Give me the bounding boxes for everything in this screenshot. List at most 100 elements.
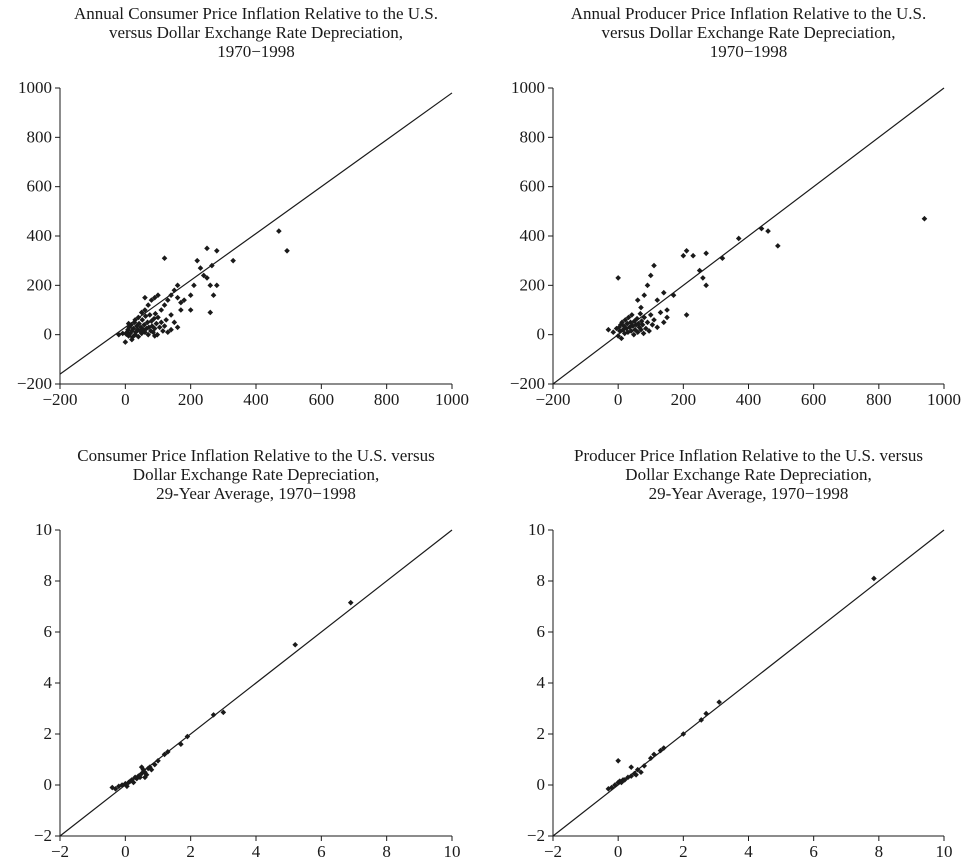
data-point: [174, 324, 181, 331]
x-tick-label: −200: [42, 390, 77, 409]
data-point: [151, 333, 158, 339]
data-point: [618, 335, 625, 342]
data-point: [660, 745, 667, 751]
data-point: [142, 769, 148, 776]
data-point: [629, 312, 635, 318]
data-point: [703, 250, 709, 257]
data-point: [138, 309, 145, 316]
data-point: [131, 319, 138, 326]
data-point: [136, 320, 142, 327]
data-point: [628, 773, 634, 779]
data-point: [641, 314, 648, 321]
data-point: [634, 766, 641, 773]
y-tick-label: 10: [35, 520, 52, 539]
data-point: [719, 255, 726, 261]
data-point: [698, 717, 705, 723]
data-point: [132, 329, 139, 335]
data-point: [683, 248, 690, 254]
data-point: [670, 292, 677, 298]
data-point: [171, 319, 178, 326]
data-point: [112, 786, 119, 792]
x-tick-label: 8: [382, 842, 391, 861]
y-tick-label: −200: [17, 374, 52, 393]
data-point: [156, 324, 163, 331]
chart-title-line: Dollar Exchange Rate Depreciation,: [133, 465, 379, 484]
data-point: [178, 741, 184, 747]
data-point: [154, 331, 161, 338]
data-point: [135, 314, 142, 321]
data-point: [647, 272, 654, 279]
data-point: [155, 292, 161, 298]
data-point: [654, 297, 661, 303]
data-point: [683, 312, 690, 318]
data-point: [292, 641, 298, 648]
data-point: [871, 575, 877, 582]
data-point: [142, 329, 148, 335]
data-point: [276, 228, 282, 234]
x-tick-label: 600: [801, 390, 827, 409]
data-point: [165, 329, 171, 335]
data-point: [765, 228, 771, 234]
data-point: [209, 262, 215, 269]
data-point: [660, 289, 667, 296]
data-point: [148, 297, 155, 303]
data-point: [125, 320, 132, 327]
data-point: [187, 292, 194, 298]
data-point: [624, 320, 631, 327]
data-point: [615, 757, 621, 764]
data-point: [147, 312, 153, 318]
data-point: [644, 282, 651, 289]
data-point: [128, 322, 135, 328]
chart-4: Producer Price Inflation Relative to the…: [527, 446, 953, 861]
data-point: [622, 317, 629, 323]
data-point: [124, 783, 130, 790]
data-point: [178, 299, 184, 306]
data-point: [617, 322, 624, 328]
x-tick-label: 1000: [927, 390, 961, 409]
y-tick-label: 0: [44, 325, 53, 344]
data-point: [214, 248, 220, 254]
chart-title-line: 29-Year Average, 1970−1998: [649, 484, 849, 503]
data-point: [207, 309, 214, 316]
y-tick-label: 10: [528, 520, 545, 539]
data-point: [181, 297, 187, 303]
y-tick-label: 600: [27, 177, 53, 196]
x-tick-label: 10: [936, 842, 953, 861]
data-point: [141, 322, 148, 328]
data-point: [696, 267, 703, 274]
x-tick-label: 200: [671, 390, 697, 409]
x-tick-label: −2: [51, 842, 69, 861]
data-point: [142, 313, 149, 319]
data-point: [161, 255, 168, 261]
data-point: [165, 749, 171, 755]
data-point: [716, 699, 722, 705]
data-point: [145, 331, 151, 338]
data-point: [174, 294, 181, 301]
y-tick-label: −2: [34, 826, 52, 845]
data-point: [168, 326, 174, 333]
data-point: [178, 307, 184, 313]
data-point: [133, 775, 140, 782]
y-tick-label: 6: [44, 622, 53, 641]
reference-line: [59, 92, 453, 375]
data-point: [643, 325, 649, 332]
x-tick-label: 0: [614, 842, 623, 861]
data-point: [921, 215, 928, 222]
y-tick-label: 0: [537, 325, 546, 344]
x-tick-label: −200: [535, 390, 570, 409]
data-point: [207, 282, 214, 289]
data-point: [140, 326, 147, 333]
data-point: [197, 265, 204, 271]
data-point: [126, 324, 133, 331]
data-point: [151, 315, 157, 322]
y-tick-label: 6: [537, 622, 546, 641]
y-tick-label: 4: [537, 673, 546, 692]
data-point: [657, 747, 664, 754]
data-point: [142, 774, 148, 781]
data-point: [703, 710, 709, 717]
x-tick-label: 6: [317, 842, 326, 861]
x-tick-label: 1000: [435, 390, 469, 409]
data-point: [124, 329, 130, 335]
x-tick-label: 200: [178, 390, 204, 409]
